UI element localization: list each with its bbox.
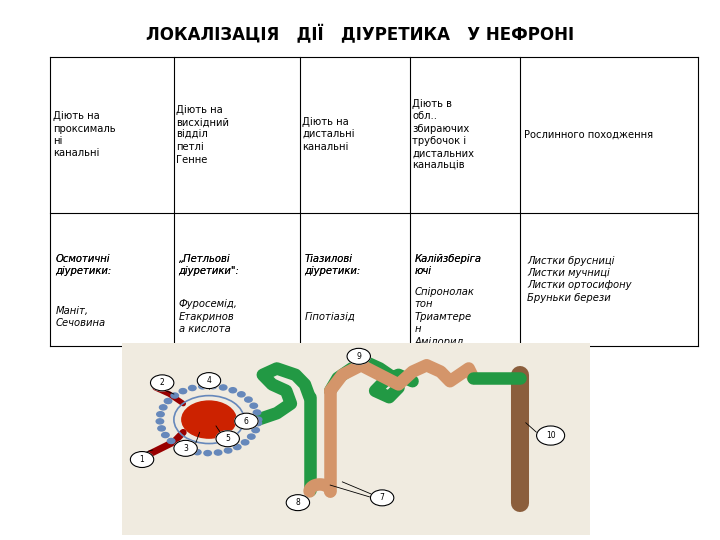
Circle shape [371, 490, 394, 506]
Circle shape [254, 417, 262, 422]
Circle shape [233, 444, 241, 450]
Circle shape [197, 373, 221, 389]
Text: Осмотичні
діуретики:: Осмотичні діуретики: [55, 253, 112, 276]
Text: Рослинного походження: Рослинного походження [523, 130, 653, 140]
Text: Маніт,
Сечовина: Маніт, Сечовина [55, 306, 105, 328]
Circle shape [171, 393, 179, 398]
Circle shape [168, 438, 175, 443]
Circle shape [150, 375, 174, 391]
Text: „Петльові
діуретики":: „Петльові діуретики": [179, 253, 240, 276]
Circle shape [252, 428, 259, 433]
Circle shape [238, 392, 245, 397]
Text: Листки брусниці
Листки мучниці
Листки ортосифону
Бруньки берези: Листки брусниці Листки мучниці Листки ор… [527, 255, 632, 303]
Circle shape [248, 434, 255, 439]
Text: 10: 10 [546, 431, 555, 440]
Text: Гіпотіазід: Гіпотіазід [305, 312, 355, 322]
Circle shape [130, 451, 154, 468]
Text: Діють в
обл..
збираючих
трубочок і
дистальних
канальців: Діють в обл.. збираючих трубочок і диста… [413, 99, 474, 171]
Circle shape [287, 495, 310, 511]
Circle shape [209, 383, 217, 389]
Circle shape [182, 401, 236, 438]
Text: Діють на
проксималь
ні
канальні: Діють на проксималь ні канальні [53, 111, 115, 158]
Circle shape [220, 385, 227, 390]
Circle shape [175, 443, 182, 449]
Circle shape [157, 411, 164, 417]
Text: Калійзберіга
ючі: Калійзберіга ючі [415, 253, 482, 276]
Text: 6: 6 [244, 417, 249, 426]
Circle shape [199, 384, 206, 389]
Circle shape [164, 399, 172, 403]
Text: 5: 5 [225, 434, 230, 443]
Circle shape [156, 419, 163, 424]
FancyBboxPatch shape [122, 343, 590, 535]
Circle shape [158, 426, 166, 431]
Text: Спіронолак
тон
Триамтере
н
Амілорид: Спіронолак тон Триамтере н Амілорид [415, 287, 474, 347]
Circle shape [179, 389, 186, 394]
Circle shape [245, 397, 252, 402]
Circle shape [216, 431, 240, 447]
Text: Діють на
дистальні
канальні: Діють на дистальні канальні [302, 117, 354, 152]
Circle shape [159, 405, 167, 410]
Circle shape [347, 348, 371, 364]
Circle shape [235, 413, 258, 429]
Circle shape [241, 440, 249, 445]
Text: „Петльові
діуретики":: „Петльові діуретики": [179, 253, 240, 276]
Text: Діють на
висхідний
відділ
петлі
Генне: Діють на висхідний відділ петлі Генне [176, 105, 229, 165]
Text: Тіазилові
діуретики:: Тіазилові діуретики: [305, 253, 361, 276]
Text: Тіазилові
діуретики:: Тіазилові діуретики: [305, 253, 361, 276]
Text: 1: 1 [140, 455, 145, 464]
Circle shape [215, 450, 222, 455]
Circle shape [204, 450, 212, 456]
Text: 3: 3 [183, 444, 188, 453]
Text: 4: 4 [207, 376, 212, 385]
Circle shape [225, 448, 232, 453]
Circle shape [184, 447, 192, 453]
Text: Осмотичні
діуретики:: Осмотичні діуретики: [55, 253, 112, 276]
Text: Калійзберіга
ючі: Калійзберіга ючі [415, 253, 482, 276]
Text: 9: 9 [356, 352, 361, 361]
Circle shape [536, 426, 564, 445]
Text: ЛОКАЛІЗАЦІЯ   ДІЇ   ДІУРЕТИКА   У НЕФРОНІ: ЛОКАЛІЗАЦІЯ ДІЇ ДІУРЕТИКА У НЕФРОНІ [146, 25, 574, 44]
Circle shape [253, 410, 261, 415]
Circle shape [194, 450, 201, 455]
Circle shape [174, 440, 197, 456]
Circle shape [250, 403, 258, 408]
Circle shape [189, 386, 196, 390]
Text: 7: 7 [379, 494, 384, 502]
Text: 8: 8 [295, 498, 300, 507]
Text: Фуросемід,
Етакринов
а кислота: Фуросемід, Етакринов а кислота [179, 299, 238, 334]
Circle shape [161, 433, 169, 437]
Circle shape [254, 421, 261, 426]
Circle shape [229, 388, 237, 393]
Text: 2: 2 [160, 379, 165, 387]
